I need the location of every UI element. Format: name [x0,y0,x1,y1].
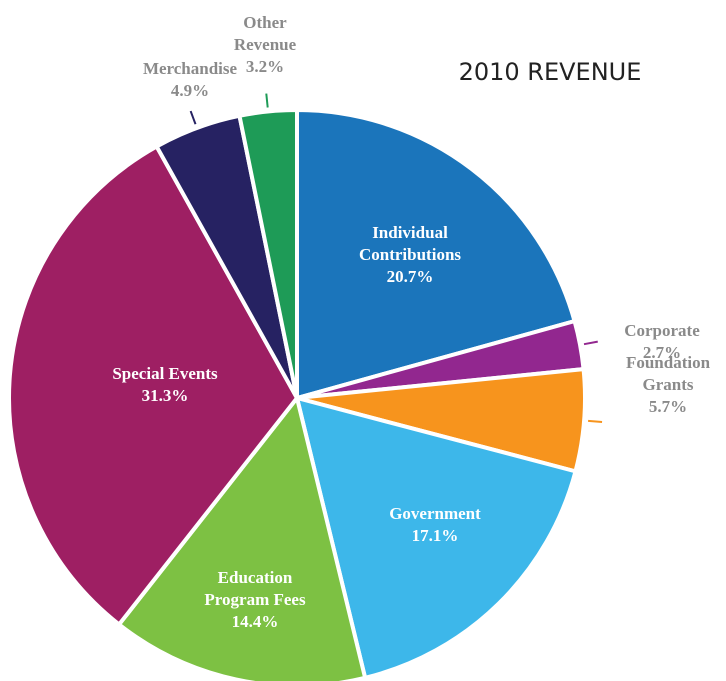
label-text: Special Events [112,364,218,383]
label-text: Government [389,504,481,523]
leader-line [588,419,603,424]
label-text: 14.4% [231,612,279,631]
pie-slice [116,393,368,681]
slice-label: Education Program Fees 14.4% [188,567,323,633]
leader-line [265,93,269,108]
label-text: 2.7% [642,343,682,362]
slice-label: Individual Contributions 20.7% [330,222,490,288]
label-text: 17.1% [411,526,459,545]
label-text: Corporate [624,321,700,340]
label-text: Individual Contributions [358,223,462,264]
slice-label: Government 17.1% [355,503,515,547]
slice-label: Special Events 31.3% [65,363,265,407]
label-text: Education Program Fees [204,568,306,609]
label-text: 20.7% [386,267,434,286]
slice-label: Other Revenue 3.2% [220,12,310,78]
label-text: 5.7% [648,397,688,416]
label-text: 4.9% [170,81,210,100]
pie-slice [294,395,578,681]
label-text: Foundation Grants [625,353,711,394]
leader-line [583,340,598,346]
pie-slice [237,107,299,399]
label-text: 31.3% [141,386,189,405]
slice-label: Foundation Grants 5.7% [613,352,723,418]
pie-slice [295,107,578,401]
label-text: Other Revenue [233,13,297,54]
slice-label: Corporate 2.7% [602,320,722,364]
slice-label: Merchandise 4.9% [125,58,255,102]
chart-title: 2010 REVENUE [458,58,642,86]
pie-slice [7,143,300,628]
label-text: Merchandise [142,59,238,78]
leader-line [189,110,197,125]
label-text: 3.2% [245,57,285,76]
